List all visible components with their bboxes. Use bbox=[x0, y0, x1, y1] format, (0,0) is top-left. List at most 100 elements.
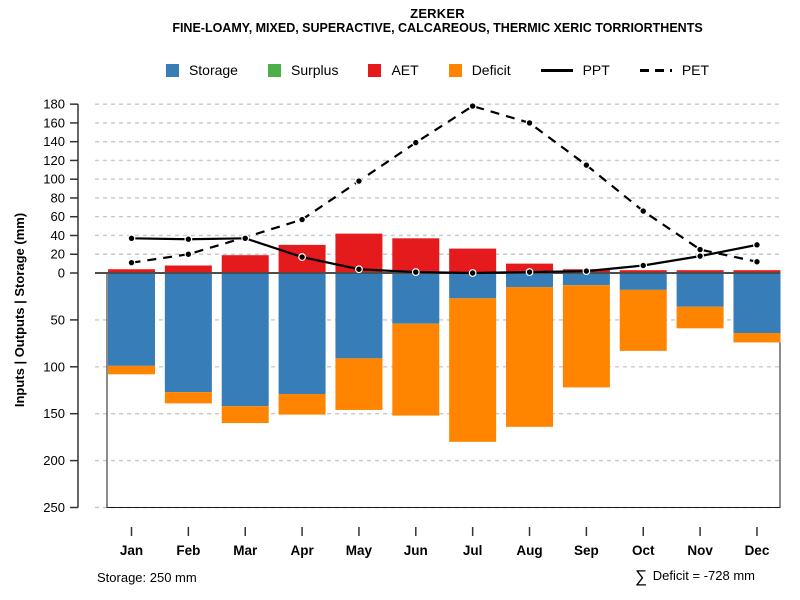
pet-point bbox=[582, 161, 591, 170]
x-axis-month-label: Mar bbox=[233, 543, 258, 558]
pet-point bbox=[355, 177, 363, 185]
legend-swatch-storage bbox=[165, 63, 179, 77]
y-axis-tick-label: 160 bbox=[43, 115, 65, 130]
storage-bar bbox=[164, 273, 212, 393]
y-axis-tick-label: 20 bbox=[51, 247, 65, 262]
legend-item-aet: AET bbox=[368, 62, 419, 78]
ppt-point bbox=[468, 269, 477, 277]
y-axis-tick-label: 250 bbox=[43, 500, 65, 515]
ppt-point bbox=[639, 261, 648, 270]
x-axis-month-label: Apr bbox=[290, 543, 314, 558]
aet-bar bbox=[164, 265, 212, 273]
pet-line bbox=[131, 104, 758, 264]
x-axis-month-label: Jan bbox=[120, 543, 143, 558]
deficit-bar bbox=[676, 306, 724, 329]
legend-item-deficit: Deficit bbox=[448, 62, 511, 78]
ppt-point bbox=[582, 267, 591, 276]
y-axis-tick-label: 100 bbox=[43, 172, 65, 187]
legend-swatch-surplus bbox=[267, 63, 281, 77]
ppt-point bbox=[753, 240, 761, 249]
legend-item-storage: Storage bbox=[165, 62, 238, 78]
storage-bar bbox=[449, 273, 497, 299]
x-axis-month-label: May bbox=[346, 543, 373, 558]
y-axis-tick-label: 60 bbox=[51, 209, 65, 224]
sigma-symbol: ∑ bbox=[635, 567, 648, 586]
aet-bar bbox=[449, 248, 497, 273]
x-axis-month-label: Sep bbox=[574, 543, 599, 558]
x-axis-month-label: Jun bbox=[404, 543, 428, 558]
deficit-bar bbox=[108, 365, 155, 375]
pet-point bbox=[696, 245, 704, 254]
pet-point bbox=[639, 207, 648, 215]
ppt-point bbox=[411, 268, 420, 276]
deficit-bar bbox=[733, 333, 781, 343]
storage-bar bbox=[733, 273, 781, 334]
y-axis-tick-label: 50 bbox=[51, 312, 65, 327]
storage-bar bbox=[278, 273, 326, 395]
ppt-point bbox=[696, 252, 704, 261]
y-axis-tick-label: 100 bbox=[43, 359, 65, 374]
storage-bar bbox=[506, 273, 554, 288]
aet-bar bbox=[108, 269, 155, 273]
ppt-point bbox=[525, 268, 534, 276]
x-axis-month-label: Feb bbox=[176, 543, 200, 558]
chart-title: ZERKER bbox=[410, 6, 465, 21]
aet-bar bbox=[733, 270, 781, 273]
storage-bar bbox=[392, 273, 440, 324]
pet-point bbox=[411, 138, 420, 147]
legend: Storage Surplus AET Deficit PPT PET bbox=[70, 62, 800, 78]
ppt-point bbox=[241, 234, 250, 243]
legend-swatch-aet bbox=[368, 63, 382, 77]
legend-label-storage: Storage bbox=[188, 62, 238, 78]
aet-bar bbox=[676, 270, 724, 273]
deficit-total-label: ∑ Deficit = -728 mm bbox=[635, 567, 755, 587]
deficit-total-text: Deficit = -728 mm bbox=[649, 568, 755, 583]
aet-bar bbox=[221, 255, 269, 273]
pet-point bbox=[753, 257, 761, 266]
deficit-bar bbox=[335, 358, 383, 410]
deficit-bar bbox=[392, 323, 440, 416]
legend-ppt-line-sample bbox=[540, 68, 573, 72]
x-axis-month-label: Nov bbox=[687, 543, 713, 558]
storage-bar bbox=[221, 273, 269, 407]
deficit-bar bbox=[562, 285, 610, 388]
pet-point bbox=[127, 258, 136, 267]
legend-pet-line-sample bbox=[639, 68, 672, 72]
chart-subtitle: FINE-LOAMY, MIXED, SUPERACTIVE, CALCAREO… bbox=[172, 21, 703, 35]
storage-bar bbox=[562, 273, 610, 286]
y-axis-title: Inputs | Outputs | Storage (mm) bbox=[12, 213, 27, 407]
legend-label-ppt: PPT bbox=[582, 62, 610, 78]
y-axis-tick-label: 180 bbox=[43, 97, 65, 112]
legend-item-surplus: Surplus bbox=[267, 62, 339, 78]
storage-bar bbox=[108, 273, 155, 366]
deficit-bar bbox=[506, 287, 554, 427]
deficit-bar bbox=[449, 298, 497, 442]
pet-point bbox=[184, 250, 193, 259]
y-axis-tick-label: 200 bbox=[43, 453, 65, 468]
ppt-point bbox=[184, 235, 193, 244]
deficit-bar bbox=[221, 406, 269, 424]
ppt-line bbox=[131, 237, 758, 275]
pet-point bbox=[298, 215, 306, 224]
x-axis-month-label: Jul bbox=[463, 543, 483, 558]
storage-bar bbox=[619, 273, 667, 290]
y-axis-tick-label: 80 bbox=[51, 190, 65, 205]
deficit-bar bbox=[619, 289, 667, 351]
aet-bar bbox=[392, 238, 440, 273]
y-axis-tick-label: 150 bbox=[43, 406, 65, 421]
ppt-point bbox=[298, 253, 306, 261]
ppt-point bbox=[127, 234, 136, 243]
x-axis-month-label: Oct bbox=[632, 543, 655, 558]
pet-point bbox=[468, 102, 477, 110]
ppt-point bbox=[355, 265, 363, 274]
legend-label-deficit: Deficit bbox=[471, 62, 511, 78]
legend-item-ppt: PPT bbox=[540, 62, 610, 78]
legend-label-surplus: Surplus bbox=[290, 62, 339, 78]
y-axis-tick-label: 140 bbox=[43, 134, 65, 149]
storage-capacity-box bbox=[106, 273, 781, 508]
aet-bar bbox=[619, 270, 667, 273]
y-axis-tick-label: 40 bbox=[51, 228, 65, 243]
legend-label-aet: AET bbox=[391, 62, 419, 78]
legend-label-pet: PET bbox=[681, 62, 710, 78]
